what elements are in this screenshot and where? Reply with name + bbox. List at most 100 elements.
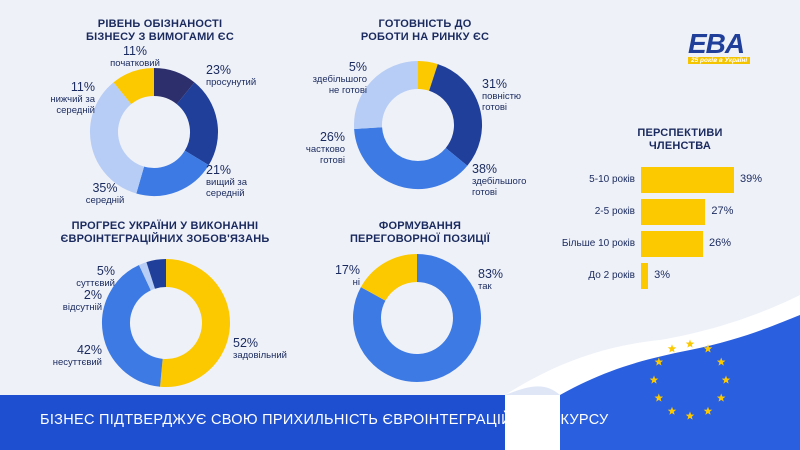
slice-value: 31% bbox=[482, 77, 508, 91]
eu-star-icon bbox=[703, 406, 713, 415]
eu-star-icon bbox=[649, 375, 659, 384]
slice-name: вищий за bbox=[206, 177, 248, 188]
slice-name: готові bbox=[482, 102, 508, 113]
eu-star-icon bbox=[667, 344, 677, 353]
slice-value: 35% bbox=[92, 181, 118, 195]
eu-star-icon bbox=[685, 339, 695, 348]
logo-subtitle: 25 років в Україні bbox=[688, 57, 751, 64]
bar bbox=[641, 167, 734, 193]
chart-title-membership: ПЕРСПЕКТИВИ ЧЛЕНСТВА bbox=[620, 127, 740, 153]
slice-name: початковий bbox=[110, 58, 160, 69]
slice-name: частково bbox=[305, 144, 345, 155]
slice-name: просунутий bbox=[206, 77, 257, 88]
donut-slice bbox=[176, 82, 218, 166]
bar-value-label: 3% bbox=[654, 269, 671, 281]
donut-slice bbox=[102, 264, 164, 387]
bar-category-label: 2-5 років bbox=[594, 206, 635, 217]
slice-value: 11% bbox=[70, 80, 95, 94]
bar-category-label: Більше 10 років bbox=[561, 238, 635, 249]
chart-title-progress: ПРОГРЕС УКРАЇНИ У ВИКОНАННІ ЄВРОІНТЕГРАЦ… bbox=[50, 220, 280, 246]
eu-star-icon bbox=[716, 393, 726, 402]
slice-name: середній bbox=[56, 105, 95, 116]
slice-value: 38% bbox=[472, 162, 498, 176]
title-line: ФОРМУВАННЯ bbox=[378, 220, 462, 232]
donut-chart-readiness bbox=[354, 61, 482, 189]
donut-slice bbox=[353, 254, 481, 382]
slice-name: готові bbox=[319, 155, 345, 166]
slice-label: 11% початковий bbox=[100, 44, 170, 69]
donut-slice bbox=[90, 82, 145, 194]
slice-label: 2% відсутній bbox=[30, 288, 102, 313]
title-line: ПРОГРЕС УКРАЇНИ У ВИКОНАННІ bbox=[71, 220, 259, 232]
donut-slice bbox=[428, 64, 482, 166]
slice-value: 21% bbox=[206, 163, 232, 177]
donut-slice bbox=[354, 126, 468, 189]
eu-star-icon bbox=[685, 411, 695, 420]
slice-value: 23% bbox=[206, 63, 232, 77]
eu-star-icon bbox=[716, 357, 726, 366]
slice-name: так bbox=[478, 281, 492, 292]
slice-name: задовільний bbox=[233, 350, 287, 361]
flag-wave-fold bbox=[505, 386, 560, 395]
title-line: РІВЕНЬ ОБІЗНАНОСТІ bbox=[97, 18, 223, 30]
slice-name: середній bbox=[85, 195, 125, 206]
eu-star-icon bbox=[654, 393, 664, 402]
logo: EBA 25 років в Україні bbox=[688, 30, 768, 70]
title-line: ЄВРОІНТЕГРАЦІЙНИХ ЗОБОВ'ЯЗАНЬ bbox=[60, 233, 270, 245]
chart-title-negotiation: ФОРМУВАННЯ ПЕРЕГОВОРНОЇ ПОЗИЦІЇ bbox=[320, 220, 520, 246]
slice-name: готові bbox=[472, 187, 498, 198]
donut-slice bbox=[354, 61, 419, 130]
slice-value: 42% bbox=[76, 343, 102, 357]
eu-star-icon bbox=[667, 406, 677, 415]
chart-title-awareness: РІВЕНЬ ОБІЗНАНОСТІ БІЗНЕСУ З ВИМОГАМИ ЄС bbox=[60, 18, 260, 44]
bar-value-label: 27% bbox=[711, 205, 734, 217]
slice-label: 52% задовільний bbox=[233, 336, 313, 361]
donut-slice bbox=[136, 150, 209, 196]
slice-name: несуттєвий bbox=[52, 357, 102, 368]
bar-category-label: 5-10 років bbox=[589, 174, 635, 185]
donut-slice bbox=[139, 262, 156, 291]
title-line: ГОТОВНІСТЬ ДО bbox=[378, 18, 472, 30]
slice-name: повністю bbox=[482, 91, 522, 102]
slice-label: 11% нижчий за середній bbox=[20, 80, 95, 116]
slice-value: 11% bbox=[122, 44, 148, 58]
slice-name: ні bbox=[352, 277, 360, 288]
slice-name: не готові bbox=[328, 85, 367, 96]
eu-star-icon bbox=[654, 357, 664, 366]
slice-label: 5% здебільшого не готові bbox=[285, 60, 367, 96]
donut-slice bbox=[360, 254, 418, 302]
slice-label: 38% здебільшого готові bbox=[472, 162, 547, 198]
bar bbox=[641, 199, 706, 225]
slice-label: 31% повністю готові bbox=[482, 77, 552, 113]
donut-slice bbox=[417, 61, 438, 91]
slice-value: 17% bbox=[334, 263, 360, 277]
bar-category-label: До 2 років bbox=[588, 270, 635, 281]
flag-wave-blue bbox=[560, 315, 800, 450]
footer-text: БІЗНЕС ПІДТВЕРДЖУЄ СВОЮ ПРИХИЛЬНІСТЬ ЄВР… bbox=[40, 412, 609, 428]
slice-name: суттєвий bbox=[76, 278, 115, 289]
donut-slice bbox=[160, 259, 230, 387]
donut-slice bbox=[153, 68, 195, 105]
slice-label: 23% просунутий bbox=[206, 63, 276, 88]
bar-value-label: 26% bbox=[709, 237, 732, 249]
slice-value: 2% bbox=[83, 288, 102, 302]
slice-label: 42% несуттєвий bbox=[20, 343, 102, 368]
slice-label: 17% ні bbox=[310, 263, 360, 288]
eu-star-icon bbox=[703, 344, 713, 353]
donut-slice bbox=[146, 259, 167, 289]
title-line: РОБОТИ НА РИНКУ ЄС bbox=[360, 31, 490, 43]
slice-value: 5% bbox=[96, 264, 115, 278]
donut-chart-progress bbox=[102, 259, 230, 387]
slice-label: 26% частково готові bbox=[265, 130, 345, 166]
donut-chart-awareness bbox=[90, 68, 218, 196]
slice-name: відсутній bbox=[62, 302, 102, 313]
slice-name: здебільшого bbox=[472, 176, 527, 187]
slice-label: 35% середній bbox=[70, 181, 140, 206]
title-line: БІЗНЕСУ З ВИМОГАМИ ЄС bbox=[86, 31, 234, 43]
donut-chart-negotiation bbox=[353, 254, 481, 382]
chart-title-readiness: ГОТОВНІСТЬ ДО РОБОТИ НА РИНКУ ЄС bbox=[325, 18, 525, 44]
slice-name: середній bbox=[206, 188, 245, 199]
slice-name: нижчий за bbox=[50, 94, 95, 105]
slice-label: 83% так bbox=[478, 267, 538, 292]
